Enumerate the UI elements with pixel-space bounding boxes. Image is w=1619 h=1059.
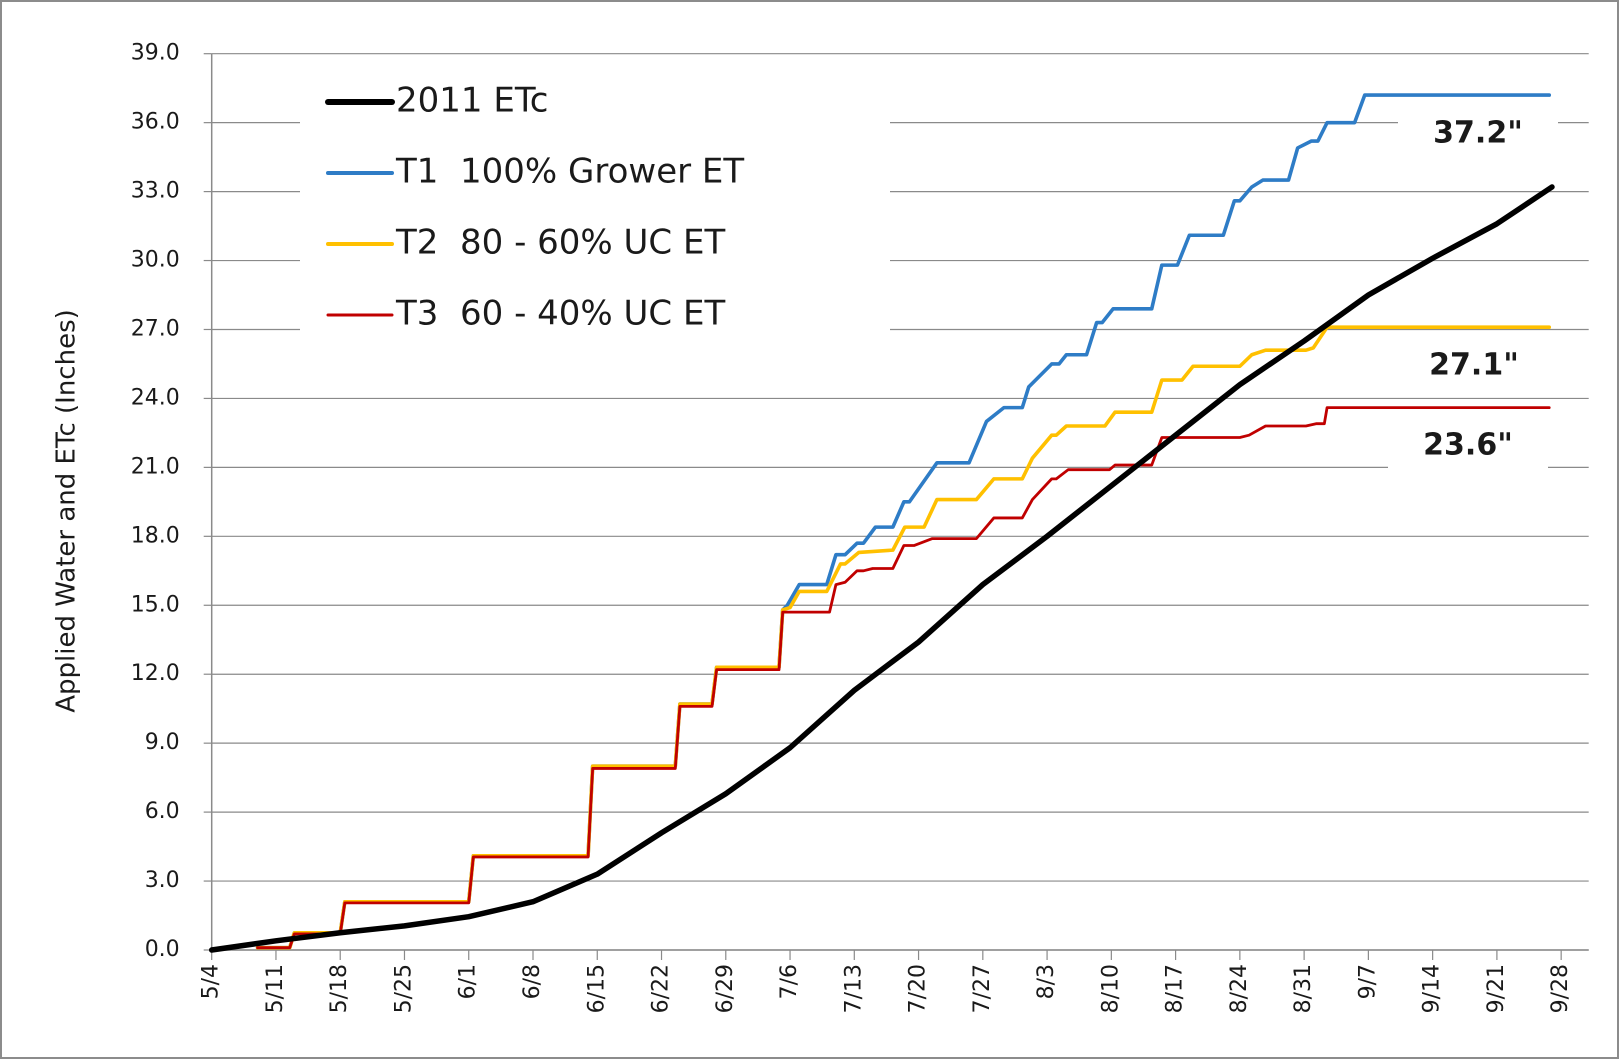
y-tick-label: 39.0 — [131, 41, 180, 66]
y-tick-label: 18.0 — [131, 523, 180, 548]
legend-label: T1 100% Grower ET — [395, 152, 744, 192]
legend-label: T2 80 - 60% UC ET — [395, 223, 725, 263]
x-tick-label: 8/31 — [1291, 964, 1316, 1013]
y-tick-label: 12.0 — [131, 661, 180, 686]
x-tick-label: 9/28 — [1548, 964, 1573, 1013]
x-tick-label: 9/21 — [1484, 964, 1509, 1013]
y-axis-label: Applied Water and ETc (Inches) — [52, 309, 82, 713]
series-line — [256, 406, 1551, 950]
x-tick-label: 6/8 — [520, 964, 545, 999]
x-tick-label: 8/24 — [1227, 964, 1252, 1013]
y-tick-label: 24.0 — [131, 385, 180, 410]
x-tick-label: 9/7 — [1355, 964, 1380, 999]
x-tick-label: 5/11 — [263, 964, 288, 1013]
legend-box — [300, 70, 890, 342]
x-tick-label: 8/3 — [1034, 964, 1059, 999]
y-tick-label: 30.0 — [131, 248, 180, 273]
y-tick-label: 36.0 — [131, 110, 180, 135]
y-tick-label: 27.0 — [131, 316, 180, 341]
x-tick-label: 8/10 — [1098, 964, 1123, 1013]
x-tick-label: 5/4 — [199, 964, 224, 999]
legend-label: 2011 ETc — [396, 81, 549, 121]
x-tick-label: 9/14 — [1420, 964, 1445, 1013]
x-tick-label: 7/6 — [777, 964, 802, 999]
annotation: 23.6" — [1423, 428, 1513, 463]
x-tick-label: 6/22 — [649, 964, 674, 1013]
x-tick-label: 5/25 — [391, 964, 416, 1013]
y-tick-label: 33.0 — [131, 179, 180, 204]
annotation-bg — [1394, 344, 1554, 388]
annotation: 37.2" — [1433, 116, 1523, 151]
x-tick-label: 7/20 — [906, 964, 931, 1013]
x-tick-label: 6/1 — [456, 964, 481, 999]
x-tick-label: 6/29 — [713, 964, 738, 1013]
y-tick-label: 0.0 — [145, 937, 180, 962]
y-tick-label: 9.0 — [145, 730, 180, 755]
x-tick-label: 7/27 — [970, 964, 995, 1013]
y-tick-label: 6.0 — [145, 799, 180, 824]
y-tick-label: 3.0 — [145, 868, 180, 893]
x-tick-label: 5/18 — [327, 964, 352, 1013]
legend-label: T3 60 - 40% UC ET — [395, 294, 725, 334]
y-tick-label: 15.0 — [131, 592, 180, 617]
x-tick-label: 8/17 — [1163, 964, 1188, 1013]
x-tick-label: 7/13 — [841, 964, 866, 1013]
annotation-bg — [1388, 424, 1548, 468]
annotation-bg — [1398, 112, 1558, 156]
series-line — [208, 184, 1555, 953]
x-tick-label: 6/15 — [584, 964, 609, 1013]
y-tick-label: 21.0 — [131, 454, 180, 479]
annotation: 27.1" — [1429, 348, 1519, 383]
